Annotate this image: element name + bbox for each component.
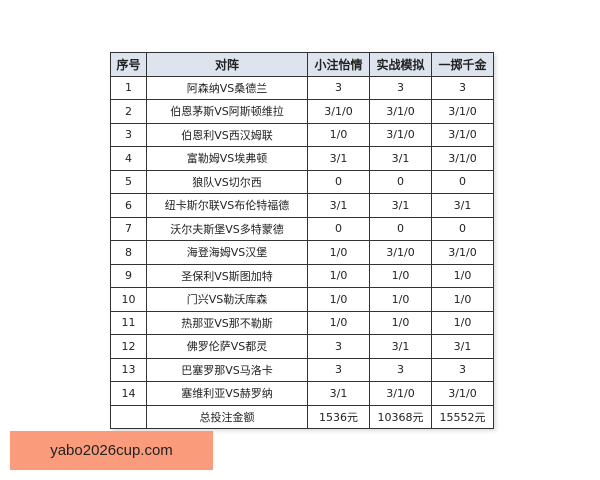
table-cell: 14 (110, 381, 147, 406)
table-cell: 3/1 (431, 193, 494, 218)
table-row: 6 纽卡斯尔联VS布伦特福德 3/1 3/1 3/1 (110, 193, 494, 218)
column-header: 小注怡情 (307, 52, 370, 77)
column-header: 序号 (110, 52, 147, 77)
table-cell: 1/0 (369, 263, 432, 288)
table-cell: 3 (369, 75, 432, 100)
table-row: 10 门兴VS勒沃库森 1/0 1/0 1/0 (110, 287, 494, 312)
table-cell: 1/0 (307, 263, 370, 288)
table-cell: 0 (369, 169, 432, 194)
column-header: 一掷千金 (431, 52, 494, 77)
total-row: 总投注金额 1536元 10368元 15552元 (110, 404, 494, 429)
table-cell: 3/1 (431, 334, 494, 359)
table-cell: 3/1/0 (369, 99, 432, 124)
total-cell (110, 404, 147, 429)
table-cell: 0 (431, 216, 494, 241)
table-row: 8 海登海姆VS汉堡 1/0 3/1/0 3/1/0 (110, 240, 494, 265)
table-cell: 1/0 (307, 287, 370, 312)
table-cell: 0 (307, 169, 370, 194)
table-cell: 1/0 (431, 287, 494, 312)
table-cell: 10 (110, 287, 147, 312)
table-cell: 3/1/0 (431, 381, 494, 406)
total-cell: 1536元 (307, 404, 370, 429)
table-cell: 沃尔夫斯堡VS多特蒙德 (146, 216, 308, 241)
table-cell: 1/0 (431, 263, 494, 288)
table-row: 11 热那亚VS那不勒斯 1/0 1/0 1/0 (110, 310, 494, 335)
table-cell: 8 (110, 240, 147, 265)
table-cell: 3 (307, 334, 370, 359)
table-row: 5 狼队VS切尔西 0 0 0 (110, 169, 494, 194)
banner-text: yabo2026cup.com (50, 442, 173, 459)
table-cell: 海登海姆VS汉堡 (146, 240, 308, 265)
table-cell: 巴塞罗那VS马洛卡 (146, 357, 308, 382)
table-cell: 门兴VS勒沃库森 (146, 287, 308, 312)
betting-table: 序号 对阵 小注怡情 实战模拟 一掷千金 1 阿森纳VS桑德兰 3 3 3 2 伯恩茅斯VS阿斯顿维… (110, 52, 494, 429)
table-row: 1 阿森纳VS桑德兰 3 3 3 (110, 75, 494, 100)
table-cell: 4 (110, 146, 147, 171)
table-cell: 塞维利亚VS赫罗纳 (146, 381, 308, 406)
table-cell: 1/0 (369, 287, 432, 312)
table-cell: 0 (369, 216, 432, 241)
table-cell: 13 (110, 357, 147, 382)
column-header: 对阵 (146, 52, 308, 77)
table-cell: 3 (307, 357, 370, 382)
table-cell: 1/0 (307, 240, 370, 265)
table-cell: 3 (369, 357, 432, 382)
table-cell: 1/0 (307, 310, 370, 335)
table-row: 7 沃尔夫斯堡VS多特蒙德 0 0 0 (110, 216, 494, 241)
table-cell: 狼队VS切尔西 (146, 169, 308, 194)
table-row: 14 塞维利亚VS赫罗纳 3/1 3/1/0 3/1/0 (110, 381, 494, 406)
table-cell: 5 (110, 169, 147, 194)
table-cell: 12 (110, 334, 147, 359)
table-cell: 1/0 (369, 310, 432, 335)
table-cell: 3 (110, 122, 147, 147)
table-cell: 3/1/0 (431, 122, 494, 147)
table-row: 12 佛罗伦萨VS都灵 3 3/1 3/1 (110, 334, 494, 359)
table-cell: 0 (307, 216, 370, 241)
table-cell: 3/1/0 (431, 240, 494, 265)
table-cell: 3/1 (369, 146, 432, 171)
table-cell: 3/1 (307, 146, 370, 171)
table-row: 4 富勒姆VS埃弗顿 3/1 3/1 3/1/0 (110, 146, 494, 171)
table-cell: 热那亚VS那不勒斯 (146, 310, 308, 335)
table-cell: 1 (110, 75, 147, 100)
table-cell: 伯恩茅斯VS阿斯顿维拉 (146, 99, 308, 124)
total-cell: 15552元 (431, 404, 494, 429)
table-header: 序号 对阵 小注怡情 实战模拟 一掷千金 (110, 52, 494, 77)
table-cell: 3/1/0 (431, 99, 494, 124)
total-cell: 总投注金额 (146, 404, 308, 429)
table-cell: 3/1 (369, 334, 432, 359)
table-cell: 7 (110, 216, 147, 241)
table-cell: 3/1/0 (307, 99, 370, 124)
table-cell: 富勒姆VS埃弗顿 (146, 146, 308, 171)
table-cell: 1/0 (431, 310, 494, 335)
column-header: 实战模拟 (369, 52, 432, 77)
watermark-banner: yabo2026cup.com (10, 431, 213, 470)
table-cell: 佛罗伦萨VS都灵 (146, 334, 308, 359)
table-cell: 11 (110, 310, 147, 335)
table-cell: 3/1 (369, 193, 432, 218)
table-row: 2 伯恩茅斯VS阿斯顿维拉 3/1/0 3/1/0 3/1/0 (110, 99, 494, 124)
table-cell: 3/1/0 (369, 381, 432, 406)
table-row: 3 伯恩利VS西汉姆联 1/0 3/1/0 3/1/0 (110, 122, 494, 147)
table-cell: 3/1 (307, 381, 370, 406)
table-cell: 1/0 (307, 122, 370, 147)
total-cell: 10368元 (369, 404, 432, 429)
table-cell: 3/1/0 (431, 146, 494, 171)
table-cell: 3 (431, 75, 494, 100)
table-cell: 3 (431, 357, 494, 382)
table-cell: 伯恩利VS西汉姆联 (146, 122, 308, 147)
table-cell: 3 (307, 75, 370, 100)
table-cell: 2 (110, 99, 147, 124)
table-cell: 3/1/0 (369, 122, 432, 147)
table-row: 9 圣保利VS斯图加特 1/0 1/0 1/0 (110, 263, 494, 288)
table-cell: 圣保利VS斯图加特 (146, 263, 308, 288)
table-row: 13 巴塞罗那VS马洛卡 3 3 3 (110, 357, 494, 382)
table-cell: 6 (110, 193, 147, 218)
table-cell: 9 (110, 263, 147, 288)
table-cell: 3/1/0 (369, 240, 432, 265)
table-cell: 纽卡斯尔联VS布伦特福德 (146, 193, 308, 218)
table-cell: 3/1 (307, 193, 370, 218)
table-cell: 阿森纳VS桑德兰 (146, 75, 308, 100)
table-cell: 0 (431, 169, 494, 194)
